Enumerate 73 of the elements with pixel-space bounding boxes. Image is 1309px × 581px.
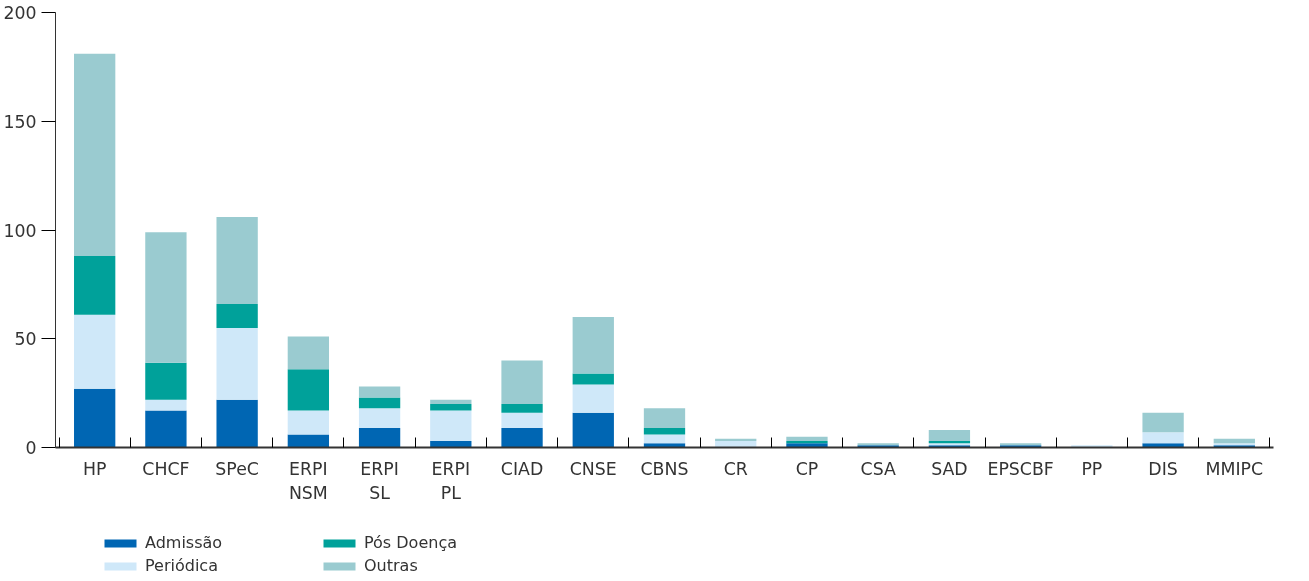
legend-label: Pós Doença xyxy=(364,533,458,552)
bar xyxy=(216,327,258,400)
x-tick-label: SPeC xyxy=(215,458,259,479)
bar xyxy=(786,443,828,448)
bar xyxy=(216,216,258,304)
bar xyxy=(145,410,187,448)
legend-label: Outras xyxy=(364,556,419,575)
x-tick-label: CP xyxy=(795,458,819,479)
x-tick-label: MMIPC xyxy=(1205,458,1264,479)
bar xyxy=(572,317,614,374)
y-tick-label: 100 xyxy=(3,220,37,241)
x-tick-label: CNSE xyxy=(569,458,617,479)
bar xyxy=(786,436,828,441)
legend-label: Admissão xyxy=(145,533,224,552)
bar xyxy=(74,53,116,257)
bar xyxy=(643,434,686,444)
bar xyxy=(74,388,116,448)
bar xyxy=(287,369,330,411)
bar xyxy=(501,427,543,448)
bar xyxy=(216,399,258,448)
bar xyxy=(358,386,401,398)
bar xyxy=(430,404,472,411)
x-tick-label: CR xyxy=(723,458,748,479)
x-tick-label: SAD xyxy=(931,458,968,479)
bar xyxy=(501,404,543,413)
bar xyxy=(430,399,472,404)
bar xyxy=(287,410,330,435)
bar xyxy=(1142,443,1184,448)
bar xyxy=(358,427,401,448)
bar xyxy=(643,427,686,435)
bar xyxy=(572,384,614,413)
y-tick-label: 50 xyxy=(14,329,37,350)
bar xyxy=(928,430,971,441)
bar xyxy=(572,373,614,385)
bar xyxy=(74,314,116,389)
bar xyxy=(430,440,472,448)
y-tick-label: 0 xyxy=(25,438,37,458)
bar xyxy=(145,362,187,400)
x-tick-label: EPSCBF xyxy=(987,458,1054,479)
x-tick-label: CSA xyxy=(860,458,896,479)
bar xyxy=(145,399,187,411)
x-tick-label: PP xyxy=(1081,458,1103,479)
x-tick-label: CIAD xyxy=(500,458,544,479)
x-tick-label: ERPI SL xyxy=(360,458,399,503)
x-tick-label: HP xyxy=(82,458,107,479)
bar xyxy=(501,412,543,428)
bar xyxy=(358,408,401,428)
y-tick-label: 150 xyxy=(3,111,37,132)
legend-label: Periódica xyxy=(145,556,219,575)
bar xyxy=(287,434,330,448)
bar xyxy=(501,360,543,404)
bar xyxy=(216,303,258,328)
bar xyxy=(430,410,472,441)
y-tick-label: 200 xyxy=(3,3,37,23)
bar xyxy=(1142,412,1184,433)
bar xyxy=(74,256,116,315)
bar xyxy=(572,412,614,448)
bar xyxy=(1071,445,1113,448)
bar xyxy=(145,232,187,363)
bar xyxy=(715,440,757,448)
x-tick-label: CHCF xyxy=(142,458,190,479)
bar xyxy=(715,438,757,441)
bar xyxy=(287,336,330,370)
bar xyxy=(358,397,401,409)
x-tick-label: ERPI NSM xyxy=(288,458,328,503)
x-tick-label: DIS xyxy=(1148,458,1178,479)
bar xyxy=(1142,432,1184,444)
bar xyxy=(786,440,828,444)
bar xyxy=(1213,438,1255,444)
bar xyxy=(643,408,686,428)
x-tick-label: CBNS xyxy=(640,458,689,479)
x-tick-label: ERPI PL xyxy=(431,458,471,503)
bar xyxy=(643,443,686,448)
